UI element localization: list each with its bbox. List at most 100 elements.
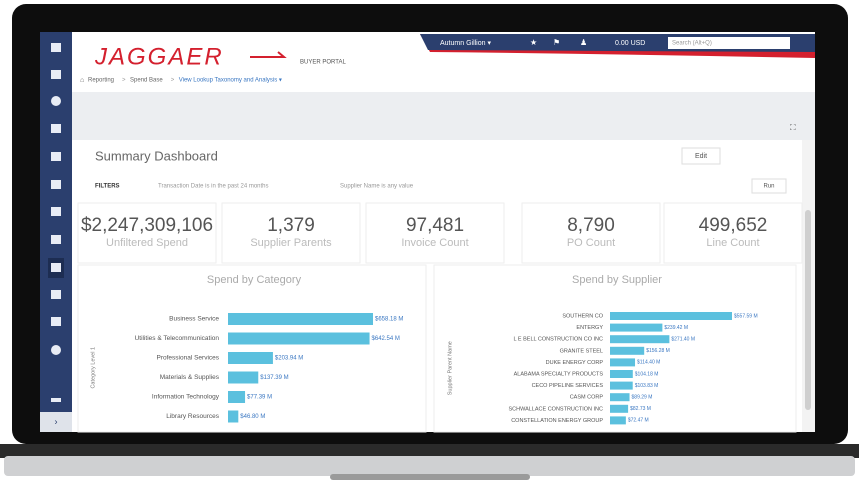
value-label: $239.42 M — [664, 325, 688, 331]
logo-arrow — [250, 51, 287, 58]
kpi-label: PO Count — [567, 237, 615, 249]
breadcrumb-item[interactable]: Spend Base — [130, 78, 163, 84]
kpi-label: Invoice Count — [401, 237, 468, 249]
value-label: $114.40 M — [637, 360, 660, 366]
filter[interactable]: Supplier Name is any value — [340, 184, 414, 190]
dashboard-title: Summary Dashboard — [95, 148, 218, 163]
breadcrumb-item[interactable]: View Lookup Taxonomy and Analysis ▾ — [179, 78, 282, 84]
value-label: $137.39 M — [260, 375, 288, 381]
chart-panel — [77, 264, 427, 433]
bar[interactable] — [610, 370, 633, 378]
nav-icon[interactable] — [51, 398, 61, 402]
nav-icon[interactable] — [51, 345, 61, 355]
laptop-notch — [330, 474, 530, 480]
bar[interactable] — [228, 391, 246, 403]
sidebar-toggle[interactable] — [40, 412, 72, 432]
kpi-label: Line Count — [706, 237, 759, 249]
bar[interactable] — [610, 323, 663, 332]
portal-label: BUYER PORTAL — [300, 60, 346, 66]
kpi-value: 499,652 — [699, 215, 768, 236]
nav-icon[interactable] — [51, 124, 61, 133]
category-label: Utilities & Telecommunication — [135, 335, 220, 342]
nav-icon[interactable] — [51, 70, 61, 79]
bar[interactable] — [610, 346, 645, 355]
edit-button[interactable] — [681, 147, 721, 165]
bar[interactable] — [610, 358, 636, 367]
favorites-icon[interactable]: ★ — [530, 38, 537, 47]
breadcrumb-item[interactable]: Reporting — [88, 78, 114, 84]
category-label: SCHWALLACE CONSTRUCTION INC — [508, 406, 603, 412]
filters-toggle[interactable]: FILTERS — [95, 184, 120, 190]
search-box[interactable] — [668, 37, 790, 49]
bar[interactable] — [610, 404, 629, 413]
value-label: $46.80 M — [240, 414, 265, 420]
category-label: Business Service — [169, 316, 219, 323]
kpi-label: Supplier Parents — [250, 237, 332, 249]
nav-icon[interactable] — [51, 96, 61, 106]
bar[interactable] — [610, 393, 630, 402]
category-label: Library Resources — [166, 413, 219, 420]
nav-icon[interactable] — [51, 152, 61, 161]
kpi-label: Unfiltered Spend — [106, 237, 188, 249]
nav-icon[interactable] — [51, 235, 61, 244]
user-menu[interactable]: Autumn Gillion ▾ — [440, 40, 491, 47]
charts: Spend by Category Category Level 1 Busines… — [77, 264, 797, 433]
kpi-value: 1,379 — [267, 215, 315, 236]
category-label: CECO PIPELINE SERVICES — [532, 383, 604, 389]
kpi-card — [663, 202, 803, 264]
filter[interactable]: Transaction Date is in the past 24 month… — [158, 184, 269, 190]
chart-title: Spend by Category — [207, 274, 302, 286]
value-label: $77.39 M — [247, 395, 272, 401]
bar[interactable] — [228, 313, 373, 325]
kpi-value: $2,247,309,106 — [81, 215, 213, 236]
nav-icon[interactable] — [51, 180, 61, 189]
home-icon: ⌂ — [80, 77, 84, 84]
nav-icon[interactable] — [51, 207, 61, 216]
category-label: SOUTHERN CO — [562, 313, 603, 319]
value-label: $89.29 M — [632, 395, 653, 401]
edit-label: Edit — [695, 153, 707, 160]
nav-icon[interactable] — [51, 317, 61, 326]
category-label: L E BELL CONSTRUCTION CO INC — [514, 337, 603, 343]
run-button[interactable] — [751, 178, 787, 194]
value-label: $203.94 M — [275, 356, 303, 362]
fullscreen-icon[interactable]: ⛶ — [789, 123, 796, 132]
bar[interactable] — [228, 410, 239, 423]
category-label: CASM CORP — [570, 395, 604, 401]
bell-icon[interactable]: ♟ — [580, 38, 587, 47]
category-label: CONSTELLATION ENERGY GROUP — [511, 418, 603, 424]
bar[interactable] — [610, 416, 626, 425]
bar[interactable] — [610, 312, 732, 320]
bar[interactable] — [228, 352, 273, 364]
value-label: $82.73 M — [630, 406, 651, 412]
value-label: $557.59 M — [734, 313, 758, 319]
logo[interactable]: JAGGAER — [94, 43, 224, 70]
flag-icon[interactable]: ⚑ — [553, 38, 560, 47]
kpi-card — [77, 202, 217, 264]
value-label: $72.47 M — [628, 418, 649, 424]
category-label: GRANITE STEEL — [560, 348, 603, 354]
bar[interactable] — [610, 335, 670, 344]
bar[interactable] — [610, 381, 633, 390]
value-label: $103.83 M — [635, 383, 659, 389]
scroll-thumb[interactable] — [805, 210, 811, 410]
nav-icon[interactable] — [51, 43, 61, 52]
cart[interactable]: 0.00 USD — [615, 40, 645, 47]
breadcrumb: ⌂ Reporting > Spend Base > View Lookup Taxono… — [80, 77, 282, 84]
nav-icon[interactable] — [51, 290, 61, 299]
search-placeholder: Search (Alt+Q) — [672, 41, 712, 47]
category-label: DUKE ENERGY CORP — [546, 360, 604, 366]
bar[interactable] — [228, 371, 259, 384]
category-label: Materials & Supplies — [160, 374, 220, 381]
nav-icon[interactable] — [51, 263, 61, 272]
breadcrumb-separator: > — [122, 78, 126, 84]
value-label: $104.18 M — [635, 371, 659, 377]
kpi-value: 8,790 — [567, 215, 615, 236]
bar[interactable] — [228, 332, 370, 345]
kpi-card — [521, 202, 661, 264]
sidebar-icons — [48, 43, 64, 402]
category-label: ALABAMA SPECIALTY PRODUCTS — [514, 371, 604, 377]
kpi-card — [365, 202, 505, 264]
